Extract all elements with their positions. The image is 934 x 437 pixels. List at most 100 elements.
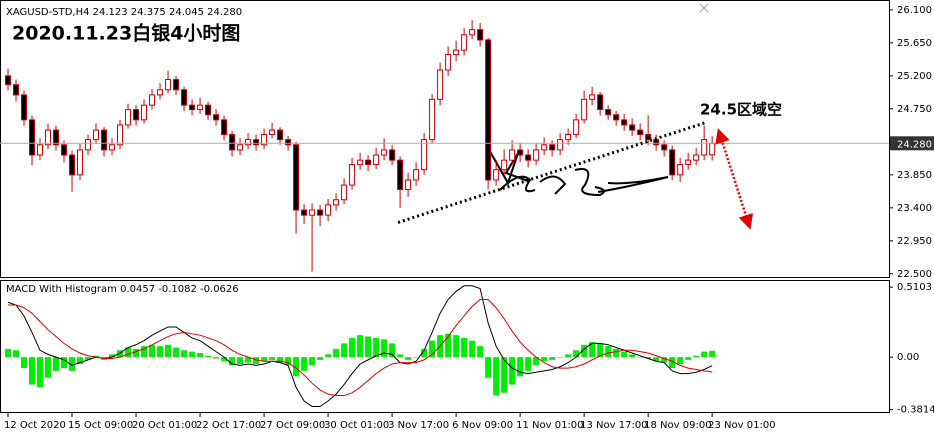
candle-body: [685, 159, 692, 166]
candle-body: [229, 134, 236, 151]
candle-body: [141, 104, 148, 121]
candle-body: [349, 164, 356, 186]
candle-body: [413, 169, 420, 181]
candle-body: [341, 184, 348, 201]
candle-body: [533, 149, 540, 161]
candle-body: [253, 139, 260, 146]
histogram-bar: [389, 343, 396, 358]
histogram-bar: [237, 357, 244, 364]
candle-body: [357, 159, 364, 166]
histogram-bar: [229, 357, 236, 366]
histogram-bar: [661, 357, 668, 363]
histogram-bar: [21, 357, 28, 369]
candle-body: [693, 154, 700, 161]
histogram-bar: [677, 357, 684, 364]
histogram-bar: [413, 357, 420, 358]
candle-body: [381, 149, 388, 156]
candle-body: [301, 209, 308, 216]
candle-body: [541, 144, 548, 151]
candle-body: [277, 129, 284, 141]
histogram-bar: [5, 348, 12, 358]
candle-body: [93, 129, 100, 141]
histogram-bar: [301, 357, 308, 371]
candle-body: [573, 119, 580, 136]
candle-body: [613, 114, 620, 121]
histogram-bar: [181, 350, 188, 358]
candle-body: [517, 149, 524, 156]
candle-body: [157, 89, 164, 96]
histogram-bar: [453, 335, 460, 358]
x-tick-label: 11 Nov 01:00: [516, 420, 583, 431]
candle-body: [261, 134, 268, 146]
histogram-bar: [149, 344, 156, 358]
histogram-bar: [197, 353, 204, 358]
histogram-bar: [245, 357, 252, 363]
histogram-bar: [157, 346, 164, 358]
histogram-bar: [637, 357, 644, 358]
histogram-bar: [125, 347, 132, 358]
candle-body: [525, 154, 532, 161]
y-tick-label: 0.00: [897, 352, 919, 363]
candle-body: [197, 104, 204, 111]
histogram-bar: [613, 348, 620, 358]
histogram-bar: [205, 355, 212, 358]
trendline: [397, 121, 706, 224]
candle-body: [485, 39, 492, 181]
x-tick-label: 3 Nov 17:00: [388, 420, 449, 431]
histogram-bar: [573, 350, 580, 358]
candle-body: [677, 164, 684, 176]
histogram-bar: [549, 357, 556, 360]
histogram-bar: [37, 357, 44, 388]
candle-body: [85, 139, 92, 151]
candle-body: [605, 109, 612, 116]
histogram-bar: [261, 357, 268, 362]
candle-body: [629, 124, 636, 131]
candle-body: [125, 109, 132, 126]
y-tick-label: 23.850: [897, 170, 932, 181]
x-tick-label: 13 Nov 17:00: [580, 420, 647, 431]
candle-body: [669, 149, 676, 176]
candle-body: [53, 129, 60, 146]
histogram-bar: [141, 346, 148, 358]
candle-body: [189, 104, 196, 111]
histogram-bar: [277, 357, 284, 363]
y-tick-label: -0.3814: [897, 404, 934, 415]
candle-body: [181, 89, 188, 106]
macd-line: [8, 299, 713, 397]
candle-body: [437, 69, 444, 100]
histogram-bar: [13, 350, 20, 358]
histogram-bar: [325, 354, 332, 358]
candle-body: [365, 159, 372, 166]
macd-panel-frame: [0, 280, 890, 413]
candle-body: [293, 144, 300, 211]
histogram-bar: [485, 357, 492, 378]
candle-body: [101, 129, 108, 151]
histogram-bar: [69, 357, 76, 371]
histogram-bar: [621, 351, 628, 358]
x-tick-label: 15 Oct 09:00: [68, 420, 133, 431]
candle-body: [461, 34, 468, 51]
candle-body: [709, 142, 716, 156]
histogram-bar: [341, 343, 348, 358]
histogram-bar: [133, 348, 140, 358]
x-tick-label: 18 Nov 09:00: [644, 420, 711, 431]
candle-body: [581, 98, 588, 121]
histogram-bar: [517, 357, 524, 377]
candle-body: [477, 29, 484, 41]
candle-body: [133, 109, 140, 121]
histogram-bar: [541, 357, 548, 362]
candle-body: [501, 159, 508, 171]
histogram-bar: [597, 343, 604, 358]
candle-body: [509, 149, 516, 161]
histogram-bar: [117, 350, 124, 358]
candle-body: [37, 144, 44, 156]
candle-body: [77, 149, 84, 176]
candle-body: [237, 144, 244, 151]
histogram-bar: [645, 357, 652, 359]
histogram-bar: [173, 347, 180, 358]
candle-body: [493, 169, 500, 181]
candle-body: [117, 124, 124, 146]
close-icon[interactable]: [699, 3, 709, 13]
candle-body: [317, 209, 324, 216]
candle-body: [269, 129, 276, 136]
